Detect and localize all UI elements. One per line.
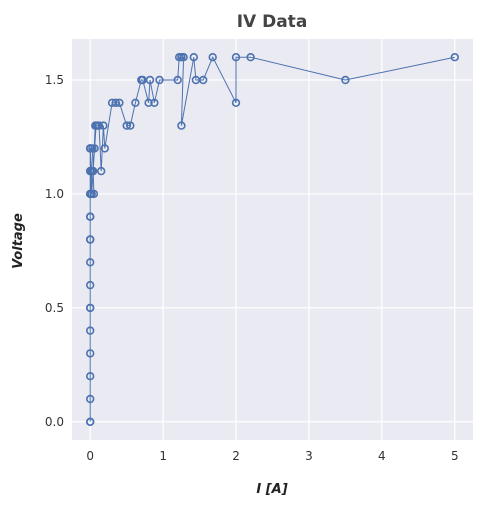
- data-point: [208, 52, 217, 62]
- data-point: [87, 189, 96, 199]
- data-point: [85, 417, 95, 426]
- x-tick-label: 2: [232, 449, 240, 463]
- data-point: [177, 121, 186, 130]
- data-point: [96, 166, 106, 176]
- data-markers: [85, 52, 459, 426]
- data-point: [173, 75, 182, 85]
- x-tick-label: 3: [305, 449, 313, 463]
- data-point: [150, 98, 159, 108]
- data-point: [88, 166, 98, 176]
- data-point: [122, 121, 131, 130]
- data-point: [111, 98, 120, 108]
- data-point: [85, 212, 95, 221]
- data-point: [94, 121, 104, 130]
- data-point: [85, 326, 95, 335]
- data-point: [231, 98, 241, 108]
- x-tick-label: 5: [451, 449, 459, 463]
- data-point: [99, 121, 108, 130]
- chart-title: IV Data: [237, 12, 308, 32]
- y-tick-label: 1.5: [45, 73, 64, 87]
- data-point: [126, 121, 135, 130]
- tick-labels: 0 1 2 3 4 5 0.0 0.5 1.0 1.5: [45, 73, 459, 463]
- y-tick-label: 0.5: [45, 301, 64, 315]
- y-tick-label: 1.0: [45, 187, 64, 201]
- data-point: [131, 98, 140, 108]
- data-point: [450, 52, 459, 62]
- y-tick-label: 0.0: [45, 415, 64, 429]
- data-point: [90, 144, 99, 153]
- y-axis-title: Voltage: [11, 213, 26, 269]
- x-axis-title: I [A]: [256, 482, 287, 497]
- data-point: [85, 303, 95, 313]
- data-point: [115, 98, 124, 108]
- data-point: [155, 75, 164, 85]
- data-point: [85, 235, 95, 244]
- data-point: [189, 52, 199, 62]
- data-point: [85, 394, 95, 404]
- data-point: [85, 280, 95, 290]
- data-point: [246, 52, 255, 62]
- data-point: [144, 98, 153, 108]
- x-tick-label: 1: [159, 449, 167, 463]
- data-point: [145, 75, 155, 85]
- x-tick-label: 4: [378, 449, 386, 463]
- series-line: [89, 56, 455, 422]
- data-point: [85, 258, 95, 267]
- x-tick-label: 0: [86, 449, 94, 463]
- data-point: [231, 52, 241, 62]
- data-point: [85, 372, 95, 381]
- data-point: [179, 52, 188, 62]
- data-point: [85, 349, 95, 358]
- plot-area: [72, 39, 473, 440]
- data-point: [199, 75, 208, 85]
- data-point: [100, 144, 110, 153]
- data-point: [341, 75, 350, 85]
